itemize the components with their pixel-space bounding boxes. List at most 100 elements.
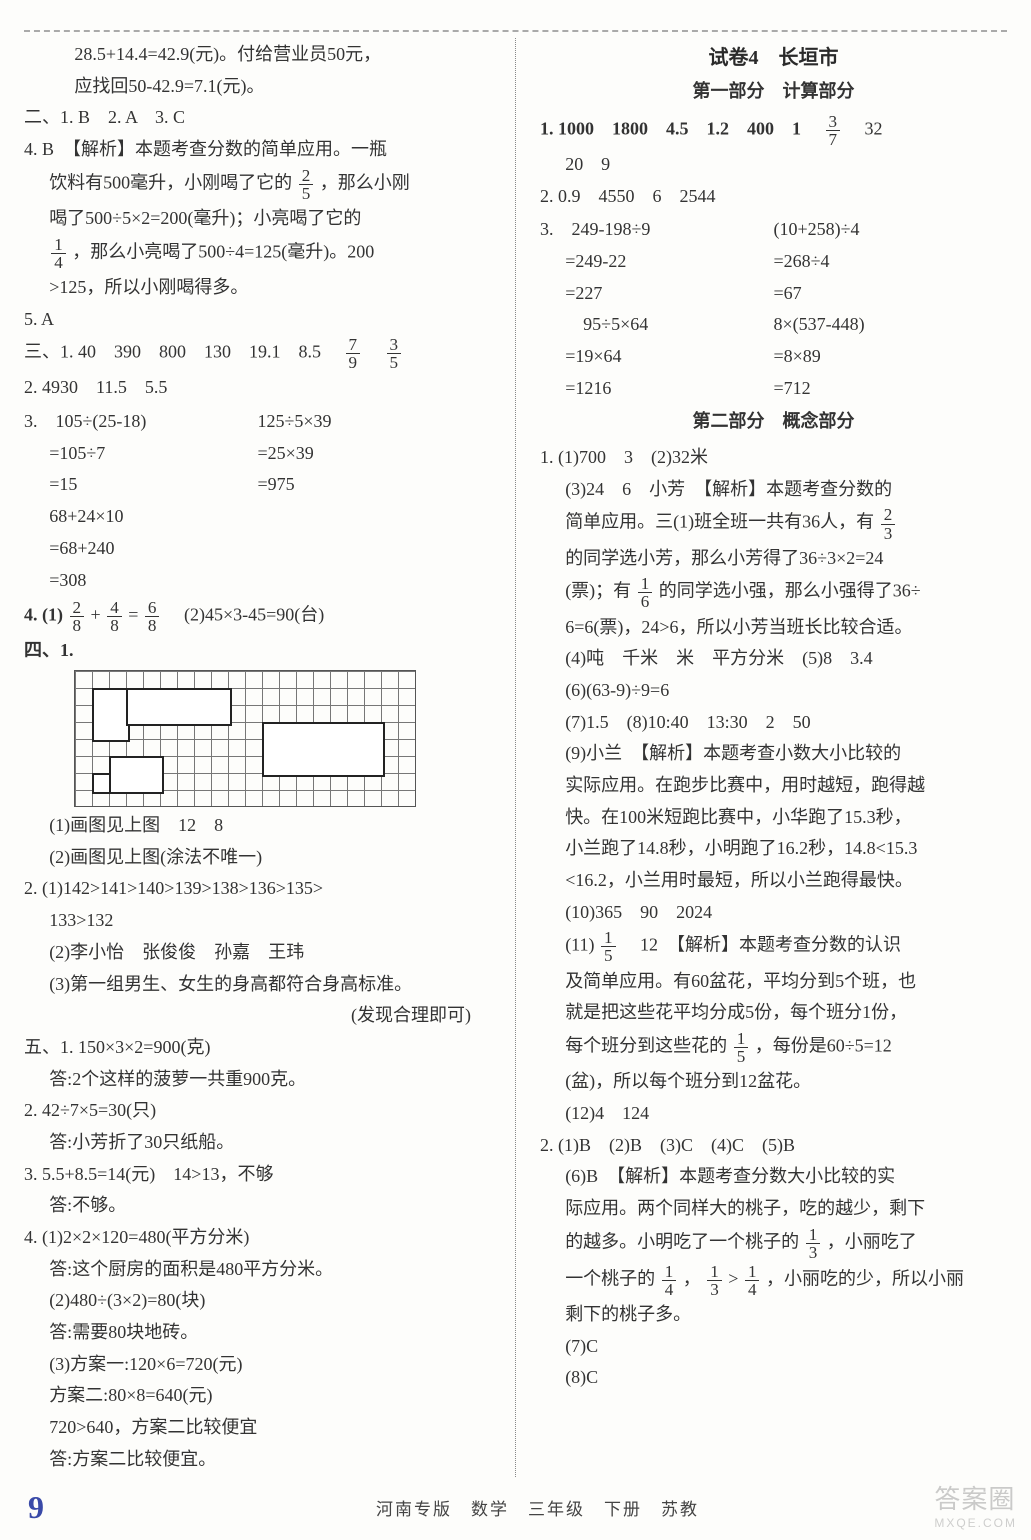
t: =1216 xyxy=(540,374,774,404)
text: (2)李小怡 张俊俊 孙嘉 王玮 xyxy=(24,938,491,968)
text: <16.2，小兰用时最短，所以小兰跑得最快。 xyxy=(540,866,1007,896)
text: 2. 0.9 4550 6 2544 xyxy=(540,182,1007,212)
text: 的同学选小芳，那么小芳得了36÷3×2=24 xyxy=(540,544,1007,574)
text: 答:方案二比较便宜。 xyxy=(24,1445,491,1475)
text: (8)C xyxy=(540,1363,1007,1393)
t: 95÷5×64 xyxy=(540,310,774,340)
page-number: 9 xyxy=(28,1489,44,1526)
text: 4. (1) 28 + 48 = 68 (2)45×3-45=90(台) xyxy=(24,599,491,634)
text: 及简单应用。有60盆花，平均分到5个班，也 xyxy=(540,967,1007,997)
calc-left: 3. 105÷(25-18) =105÷7 =15 68+24×10 =68+2… xyxy=(24,405,258,597)
fraction: 68 xyxy=(145,599,160,634)
fraction: 13 xyxy=(707,1263,722,1298)
fraction: 79 xyxy=(346,336,361,371)
text: 答:不够。 xyxy=(24,1191,491,1221)
columns: 28.5+14.4=42.9(元)。付给营业员50元， 应找回50-42.9=7… xyxy=(24,38,1007,1477)
calc-row: 3. 105÷(25-18) =105÷7 =15 68+24×10 =68+2… xyxy=(24,405,491,597)
t: 三、1. 40 390 800 130 19.1 8.5 xyxy=(24,342,339,362)
text: 5. A xyxy=(24,305,491,335)
calc-right: 125÷5×39 =25×39 =975 xyxy=(258,405,492,597)
t: > xyxy=(728,1268,738,1288)
t: 4. (1) xyxy=(24,605,63,625)
text: 剩下的桃子多。 xyxy=(540,1300,1007,1330)
text: 的越多。小明吃了一个桃子的 13 ，小丽吃了 xyxy=(540,1226,1007,1261)
text: (2)480÷(3×2)=80(块) xyxy=(24,1286,491,1316)
fraction: 35 xyxy=(387,336,402,371)
text: 133>132 xyxy=(24,906,491,936)
text: 际应用。两个同样大的桃子，吃的越少，剩下 xyxy=(540,1194,1007,1224)
grid-diagram xyxy=(74,670,416,807)
t: 简单应用。三(1)班全班一共有36人，有 xyxy=(565,512,874,532)
fraction: 14 xyxy=(51,236,66,271)
shape xyxy=(92,688,130,742)
t: 饮料有500毫升，小刚喝了它的 xyxy=(49,172,292,192)
text: 3. 5.5+8.5=14(元) 14>13，不够 xyxy=(24,1160,491,1190)
fraction: 23 xyxy=(881,506,896,541)
text: (3)24 6 小芳 【解析】本题考查分数的 xyxy=(540,475,1007,505)
part2-title: 第二部分 概念部分 xyxy=(540,407,1007,437)
text: (2)画图见上图(涂法不唯一) xyxy=(24,843,491,873)
page: 28.5+14.4=42.9(元)。付给营业员50元， 应找回50-42.9=7… xyxy=(0,0,1031,1540)
text: 三、1. 40 390 800 130 19.1 8.5 79 35 xyxy=(24,336,491,371)
t: =15 xyxy=(24,470,258,500)
text: 20 9 xyxy=(540,150,1007,180)
text: 6=6(票)，24>6，所以小芳当班长比较合适。 xyxy=(540,613,1007,643)
heading-four: 四、1. xyxy=(24,636,491,666)
text: 每个班分到这些花的 15 ，每份是60÷5=12 xyxy=(540,1030,1007,1065)
t: 1. 1000 1800 4.5 1.2 400 1 xyxy=(540,118,819,138)
text: (3)第一组男生、女生的身高都符合身高标准。 xyxy=(24,970,491,1000)
text: 答:小芳折了30只纸船。 xyxy=(24,1128,491,1158)
t: =25×39 xyxy=(258,439,492,469)
t: 3. 249-198÷9 xyxy=(540,215,774,245)
shape xyxy=(126,688,232,726)
shape-filled xyxy=(262,722,385,777)
text: (11) 15 12 【解析】本题考查分数的认识 xyxy=(540,929,1007,964)
text: 2. 42÷7×5=30(只) xyxy=(24,1096,491,1126)
t: =19×64 xyxy=(540,342,774,372)
fraction: 28 xyxy=(70,599,85,634)
t: =68+240 xyxy=(24,534,258,564)
t: (票)；有 xyxy=(565,581,631,601)
heading-answers: 二、1. B 2. A 3. C xyxy=(24,103,491,133)
text: 答:需要80块地砖。 xyxy=(24,1318,491,1348)
text: 4. B 【解析】本题考查分数的简单应用。一瓶 xyxy=(24,135,491,165)
text: 答:这个厨房的面积是480平方分米。 xyxy=(24,1255,491,1285)
text: (9)小兰 【解析】本题考查小数大小比较的 xyxy=(540,739,1007,769)
t: =308 xyxy=(24,566,258,596)
fraction: 48 xyxy=(107,599,122,634)
t: ，小丽吃了 xyxy=(827,1231,917,1251)
fraction: 15 xyxy=(601,929,616,964)
t: 32 xyxy=(847,118,883,138)
text: (盆)，所以每个班分到12盆花。 xyxy=(540,1067,1007,1097)
text: 2. 4930 11.5 5.5 xyxy=(24,373,491,403)
text: 2. (1)142>141>140>139>138>136>135> xyxy=(24,874,491,904)
text: (发现合理即可) xyxy=(24,1001,491,1031)
t: 68+24×10 xyxy=(24,502,258,532)
footer: 9 河南专版 数学 三年级 下册 苏教 xyxy=(24,1477,1007,1530)
t: 3. 105÷(25-18) xyxy=(24,407,258,437)
t: =67 xyxy=(774,279,1008,309)
t: (11) xyxy=(565,935,594,955)
column-divider xyxy=(515,38,516,1477)
text: >125，所以小刚喝得多。 xyxy=(24,273,491,303)
text: 答:2个这样的菠萝一共重900克。 xyxy=(24,1065,491,1095)
text: (4)吨 千米 米 平方分米 (5)8 3.4 xyxy=(540,644,1007,674)
text: 4. (1)2×2×120=480(平方分米) xyxy=(24,1223,491,1253)
t: ，每份是60÷5=12 xyxy=(755,1036,892,1056)
text: 实际应用。在跑步比赛中，用时越短，跑得越 xyxy=(540,771,1007,801)
fraction: 14 xyxy=(662,1263,677,1298)
calc-right: (10+258)÷4 =268÷4 =67 8×(537-448) =8×89 … xyxy=(774,213,1008,405)
text: 28.5+14.4=42.9(元)。付给营业员50元， xyxy=(24,40,491,70)
text: 小兰跑了14.8秒，小明跑了16.2秒，14.8<15.3 xyxy=(540,834,1007,864)
t: =227 xyxy=(540,279,774,309)
t: ， xyxy=(683,1268,701,1288)
text: 14 ，那么小亮喝了500÷4=125(毫升)。200 xyxy=(24,236,491,271)
text: 就是把这些花平均分成5份，每个班分1份， xyxy=(540,998,1007,1028)
paper-title: 试卷4 长垣市 xyxy=(540,42,1007,75)
text: 简单应用。三(1)班全班一共有36人，有 23 xyxy=(540,506,1007,541)
t: =712 xyxy=(774,374,1008,404)
t: ，小丽吃的少，所以小丽 xyxy=(766,1268,964,1288)
calc-left: 3. 249-198÷9 =249-22 =227 95÷5×64 =19×64… xyxy=(540,213,774,405)
t: 一个桃子的 xyxy=(565,1268,655,1288)
text: 五、1. 150×3×2=900(克) xyxy=(24,1033,491,1063)
